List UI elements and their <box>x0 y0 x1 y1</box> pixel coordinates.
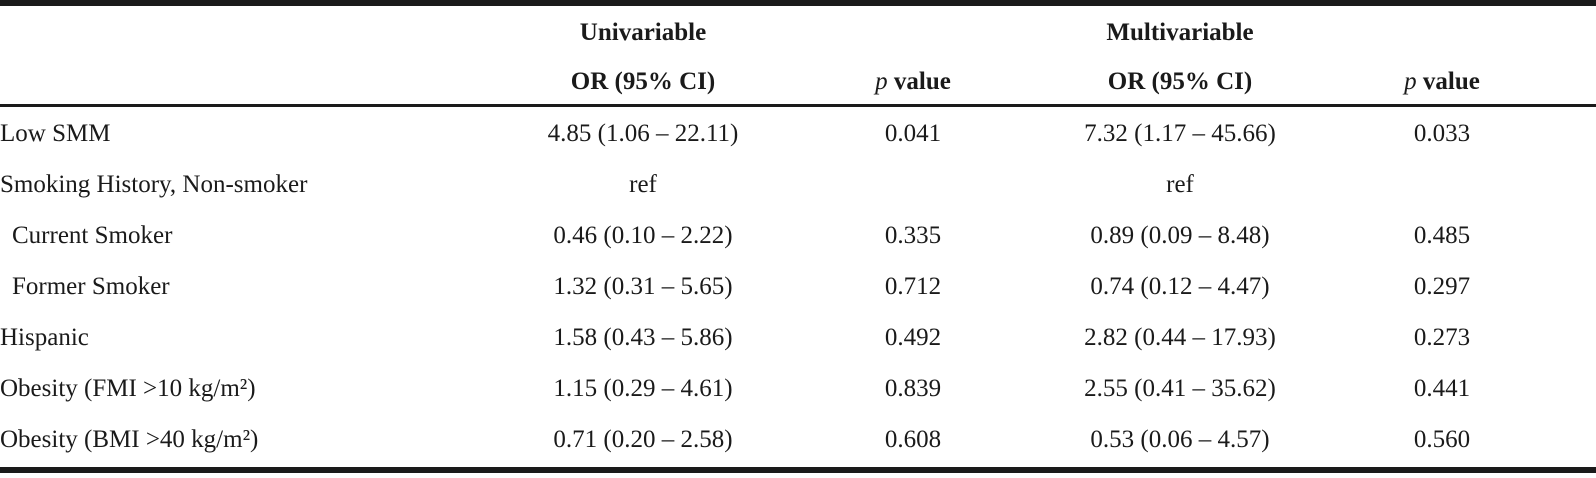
uni-or-cell: 0.71 (0.20 – 2.58) <box>553 426 733 453</box>
row-label: Obesity (BMI >40 kg/m²) <box>0 426 259 453</box>
uni-or-cell: 1.32 (0.31 – 5.65) <box>553 273 733 300</box>
table-bottom-rule <box>0 467 1596 473</box>
header-multi-p-value: p value <box>1404 67 1480 97</box>
header-multi-or-ci: OR (95% CI) <box>1107 68 1253 95</box>
header-multivariable: Multivariable <box>1106 19 1254 46</box>
row-label: Low SMM <box>0 120 111 147</box>
multi-or-cell: 0.74 (0.12 – 4.47) <box>1090 273 1270 300</box>
uni-p-cell: 0.712 <box>884 273 942 300</box>
multi-p-cell: 0.441 <box>1413 375 1471 402</box>
row-label: Hispanic <box>0 324 89 351</box>
row-label: Former Smoker <box>12 273 170 300</box>
p-value-word: value <box>1416 68 1480 95</box>
uni-p-cell: 0.335 <box>884 222 942 249</box>
uni-or-cell: 4.85 (1.06 – 22.11) <box>547 120 739 147</box>
uni-or-cell: 1.58 (0.43 – 5.86) <box>553 324 733 351</box>
table-header-rule <box>0 104 1596 107</box>
multi-or-cell: 7.32 (1.17 – 45.66) <box>1084 120 1276 147</box>
p-value-word: value <box>887 68 951 95</box>
header-univariable: Univariable <box>579 19 707 46</box>
multi-p-cell: 0.273 <box>1413 324 1471 351</box>
multi-p-cell: 0.560 <box>1413 426 1471 453</box>
p-italic: p <box>1404 68 1417 95</box>
uni-or-cell: ref <box>629 171 657 198</box>
uni-p-cell: 0.041 <box>884 120 942 147</box>
header-uni-p-value: p value <box>875 67 951 97</box>
row-label: Obesity (FMI >10 kg/m²) <box>0 375 256 402</box>
header-uni-or-ci: OR (95% CI) <box>570 68 716 95</box>
uni-p-cell: 0.608 <box>884 426 942 453</box>
row-label: Smoking History, Non-smoker <box>0 171 308 198</box>
multi-or-cell: 2.82 (0.44 – 17.93) <box>1084 324 1276 351</box>
multi-p-cell: 0.033 <box>1413 120 1471 147</box>
multi-or-cell: 0.53 (0.06 – 4.57) <box>1090 426 1270 453</box>
uni-p-cell: 0.839 <box>884 375 942 402</box>
multi-or-cell: ref <box>1166 171 1194 198</box>
multi-or-cell: 2.55 (0.41 – 35.62) <box>1084 375 1276 402</box>
table-top-rule <box>0 0 1596 6</box>
multi-p-cell: 0.485 <box>1413 222 1471 249</box>
row-label: Current Smoker <box>12 222 173 249</box>
p-italic: p <box>875 68 888 95</box>
uni-or-cell: 1.15 (0.29 – 4.61) <box>553 375 733 402</box>
uni-p-cell: 0.492 <box>884 324 942 351</box>
multi-or-cell: 0.89 (0.09 – 8.48) <box>1090 222 1270 249</box>
multi-p-cell: 0.297 <box>1413 273 1471 300</box>
uni-or-cell: 0.46 (0.10 – 2.22) <box>553 222 733 249</box>
